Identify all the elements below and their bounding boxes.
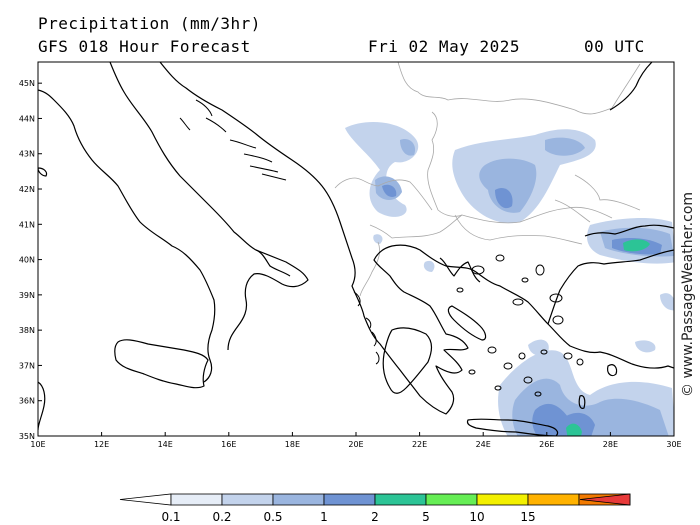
legend-label: 5 <box>422 510 430 524</box>
aegean-islands <box>456 254 584 397</box>
lon-tick-label: 12E <box>94 440 109 449</box>
forecast-time: 00 UTC <box>584 37 645 56</box>
lat-tick-label: 39N <box>19 291 35 300</box>
lon-tick-label: 10E <box>30 440 45 449</box>
lat-tick-label: 35N <box>19 432 35 441</box>
legend-low-triangle <box>119 493 172 506</box>
longitude-axis: 10E 12E 14E 16E 18E 20E 22E 24E 26E 28E 30E <box>30 432 682 449</box>
map-area <box>38 62 674 436</box>
lon-tick-label: 18E <box>285 440 300 449</box>
legend-label: 1 <box>320 510 328 524</box>
forecast-label: GFS 018 Hour Forecast <box>38 37 251 56</box>
lat-tick-label: 38N <box>19 326 35 335</box>
precip-green <box>566 239 650 436</box>
legend-color-box <box>323 493 376 506</box>
legend-color-box <box>170 493 223 506</box>
legend-color-box <box>272 493 325 506</box>
lat-tick-label: 45N <box>19 79 35 88</box>
legend-label: 0.5 <box>263 510 282 524</box>
legend-label: 15 <box>520 510 535 524</box>
legend-color-box <box>221 493 274 506</box>
lon-tick-label: 20E <box>348 440 363 449</box>
legend-color-box <box>476 493 529 506</box>
lat-tick-label: 41N <box>19 220 35 229</box>
lon-tick-label: 28E <box>603 440 618 449</box>
lat-tick-label: 44N <box>19 114 35 123</box>
legend-labels: 0.1 0.2 0.5 1 2 5 10 15 <box>161 510 535 524</box>
legend-color-box <box>425 493 478 506</box>
lon-tick-label: 30E <box>666 440 681 449</box>
lat-tick-label: 37N <box>19 361 35 370</box>
legend-high-triangle <box>579 493 631 506</box>
dalmatian-islands <box>179 99 287 181</box>
lon-tick-label: 26E <box>539 440 554 449</box>
map-title: Precipitation (mm/3hr) <box>38 14 261 33</box>
legend-boxes <box>119 493 631 506</box>
legend-label: 0.1 <box>161 510 180 524</box>
lon-tick-label: 14E <box>158 440 173 449</box>
latitude-axis: 35N 36N 37N 38N 39N 40N 41N 42N 43N 44N 45N <box>19 79 42 441</box>
legend-label: 2 <box>371 510 379 524</box>
passageweather-watermark: © www.PassageWeather.com <box>680 192 696 397</box>
ionian-islands <box>353 291 380 365</box>
legend-label: 10 <box>469 510 484 524</box>
lon-tick-label: 16E <box>221 440 236 449</box>
legend-label: 0.2 <box>212 510 231 524</box>
lat-tick-label: 36N <box>19 397 35 406</box>
forecast-date: Fri 02 May 2025 <box>368 37 520 56</box>
lon-tick-label: 22E <box>412 440 427 449</box>
lat-tick-label: 42N <box>19 185 35 194</box>
legend-color-box <box>527 493 580 506</box>
lat-tick-label: 40N <box>19 256 35 265</box>
lon-tick-label: 24E <box>476 440 491 449</box>
coastlines <box>38 62 674 436</box>
country-borders <box>334 62 641 297</box>
svg-text:© www.PassageWeather.com: © www.PassageWeather.com <box>680 192 696 397</box>
lat-tick-label: 43N <box>19 150 35 159</box>
legend-color-box <box>374 493 427 506</box>
